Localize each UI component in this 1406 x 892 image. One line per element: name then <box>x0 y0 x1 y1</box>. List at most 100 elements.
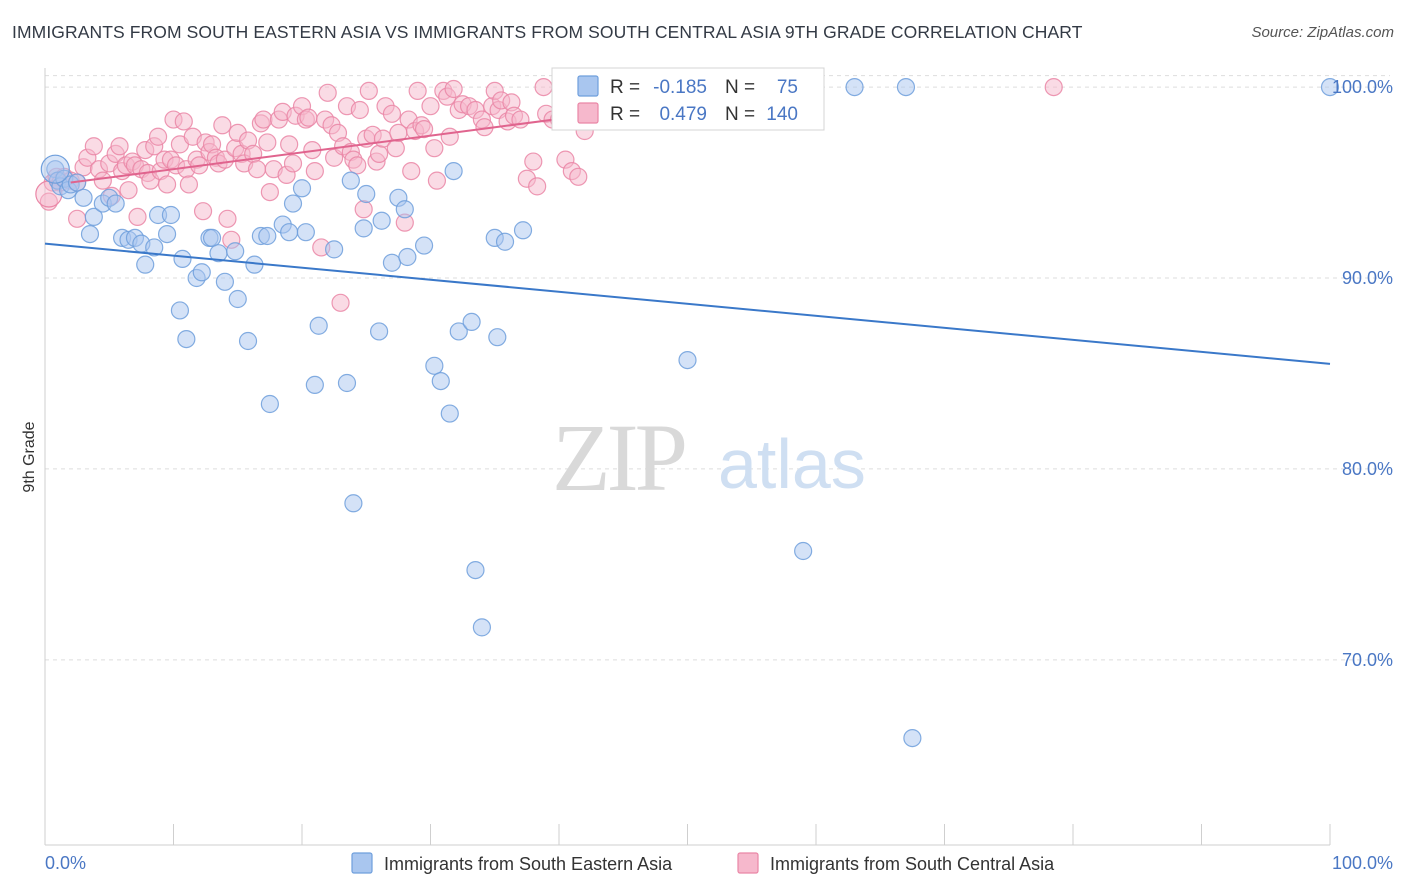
blue-point-39 <box>280 223 299 242</box>
legend-r-value-2: 0.479 <box>659 104 707 125</box>
blue-point-71 <box>794 541 813 561</box>
bottom-legend-label-blue: Immigrants from South Eastern Asia <box>384 854 673 874</box>
pink-point-103 <box>408 81 427 101</box>
blue-point-56 <box>398 247 417 267</box>
blue-point-52 <box>372 211 391 230</box>
pink-point-10 <box>84 137 103 156</box>
legend-n-label-1: N = <box>725 77 755 98</box>
x-tick-label-min: 0.0% <box>45 853 86 873</box>
bottom-legend-swatch-blue <box>351 852 373 874</box>
bottom-legend-swatch-pink <box>737 852 759 874</box>
pink-point-129 <box>528 177 547 196</box>
blue-point-12 <box>106 194 125 213</box>
pink-point-72 <box>299 108 318 127</box>
pink-point-16 <box>110 137 129 156</box>
blue-point-49 <box>354 219 373 238</box>
blue-point-37 <box>260 394 279 414</box>
pink-point-67 <box>280 135 299 154</box>
pink-point-93 <box>370 144 389 164</box>
pink-point-60 <box>254 110 273 129</box>
blue-point-21 <box>161 205 181 225</box>
legend-swatch-blue <box>577 75 599 97</box>
pink-point-38 <box>179 175 199 194</box>
pink-point-28 <box>148 127 168 146</box>
blue-point-42 <box>296 223 315 242</box>
chart-title: IMMIGRANTS FROM SOUTH EASTERN ASIA VS IM… <box>12 22 1083 42</box>
blue-point-68 <box>495 232 515 251</box>
pink-point-90 <box>359 81 378 101</box>
blue-point-65 <box>472 618 491 637</box>
pink-point-7 <box>68 209 87 228</box>
pink-point-42 <box>193 202 213 221</box>
blue-point-62 <box>449 322 468 341</box>
y-axis-title: 9th Grade <box>21 421 38 492</box>
y-tick-label-90: 90.0% <box>1342 268 1393 288</box>
blue-point-72 <box>845 77 864 97</box>
blue-point-53 <box>382 253 402 272</box>
blue-point-20 <box>157 224 177 244</box>
blue-point-64 <box>466 560 485 580</box>
pink-point-87 <box>350 100 369 120</box>
blue-point-63 <box>462 312 481 332</box>
blue-point-22 <box>170 301 190 320</box>
x-tick-label-max: 100.0% <box>1332 853 1393 873</box>
pink-point-141 <box>1044 77 1063 97</box>
pink-point-106 <box>421 97 440 116</box>
correlation-legend: R = -0.185 N = 75 R = 0.479 N = 140 <box>551 67 825 131</box>
legend-r-value-1: -0.185 <box>653 77 707 98</box>
blue-point-58 <box>425 356 444 375</box>
series-blue-points <box>40 77 1340 748</box>
blue-point-8 <box>80 224 100 244</box>
pink-point-108 <box>427 171 447 190</box>
pink-point-88 <box>354 200 373 219</box>
blue-point-50 <box>357 184 376 204</box>
blue-point-61 <box>444 161 463 181</box>
pink-point-81 <box>331 293 350 312</box>
pink-point-19 <box>119 181 138 200</box>
blue-point-23 <box>173 249 192 269</box>
pink-point-101 <box>402 161 421 181</box>
axes-layer <box>44 68 1331 846</box>
watermark-zip: ZIP <box>552 404 685 511</box>
watermark: ZIP atlas <box>552 404 866 511</box>
source-label: Source: ZipAtlas.com <box>1251 24 1394 41</box>
y-tick-label-80: 80.0% <box>1342 459 1393 479</box>
blue-point-60 <box>440 404 459 423</box>
blue-point-73 <box>896 77 916 97</box>
pink-point-31 <box>157 175 177 194</box>
pink-point-130 <box>534 77 553 97</box>
blue-point-55 <box>395 200 414 219</box>
blue-point-41 <box>292 179 312 198</box>
blue-point-40 <box>283 194 303 213</box>
blue-point-18 <box>145 238 164 257</box>
blue-point-47 <box>341 171 360 190</box>
pink-point-58 <box>247 160 267 179</box>
blue-point-33 <box>238 331 258 351</box>
blue-point-28 <box>202 228 222 248</box>
legend-swatch-pink <box>577 102 599 124</box>
legend-n-label-2: N = <box>725 104 755 125</box>
blue-point-57 <box>414 236 434 255</box>
blue-cluster-marker <box>40 154 70 184</box>
pink-point-77 <box>318 83 337 102</box>
blue-point-69 <box>513 221 533 240</box>
trend-line-blue <box>44 242 1331 365</box>
pink-point-128 <box>524 152 543 171</box>
pink-point-136 <box>569 167 588 186</box>
blue-point-26 <box>192 263 211 282</box>
pink-point-111 <box>440 127 459 146</box>
blue-point-31 <box>226 242 245 261</box>
pink-point-48 <box>213 116 232 135</box>
pink-point-74 <box>305 161 324 181</box>
blue-point-43 <box>305 375 324 395</box>
blue-point-70 <box>678 350 697 370</box>
pink-point-12 <box>93 171 112 190</box>
legend-r-label-1: R = <box>610 77 640 98</box>
blue-point-45 <box>325 240 344 259</box>
pink-point-22 <box>128 207 147 227</box>
pink-point-112 <box>444 79 463 99</box>
pink-point-97 <box>386 139 405 158</box>
pink-point-105 <box>414 119 434 139</box>
pink-point-50 <box>218 209 237 228</box>
